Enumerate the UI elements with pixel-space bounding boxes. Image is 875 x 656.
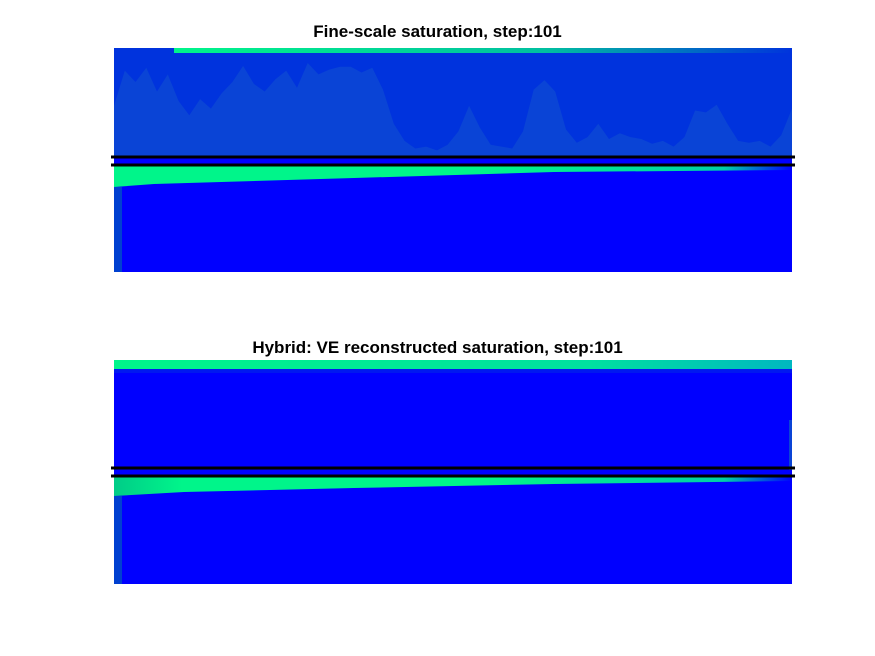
top-band [174, 48, 792, 53]
heatmap-bottom [111, 360, 795, 584]
lower-band [114, 477, 792, 496]
left-edge-streak [114, 496, 122, 584]
top-band [114, 360, 792, 369]
heatmap-background [114, 360, 792, 584]
heatmap-top [111, 48, 795, 272]
left-edge-streak [114, 187, 122, 272]
panel-bottom: Hybrid: VE reconstructed saturation, ste… [0, 310, 875, 610]
lower-band [114, 166, 792, 187]
plume-profile [114, 63, 792, 158]
chart-title-bottom: Hybrid: VE reconstructed saturation, ste… [252, 338, 623, 357]
panel-top: Fine-scale saturation, step:101 [0, 0, 875, 290]
top-band-fade [114, 369, 792, 373]
right-edge-streak [789, 420, 792, 470]
chart-title-top: Fine-scale saturation, step:101 [313, 22, 562, 41]
